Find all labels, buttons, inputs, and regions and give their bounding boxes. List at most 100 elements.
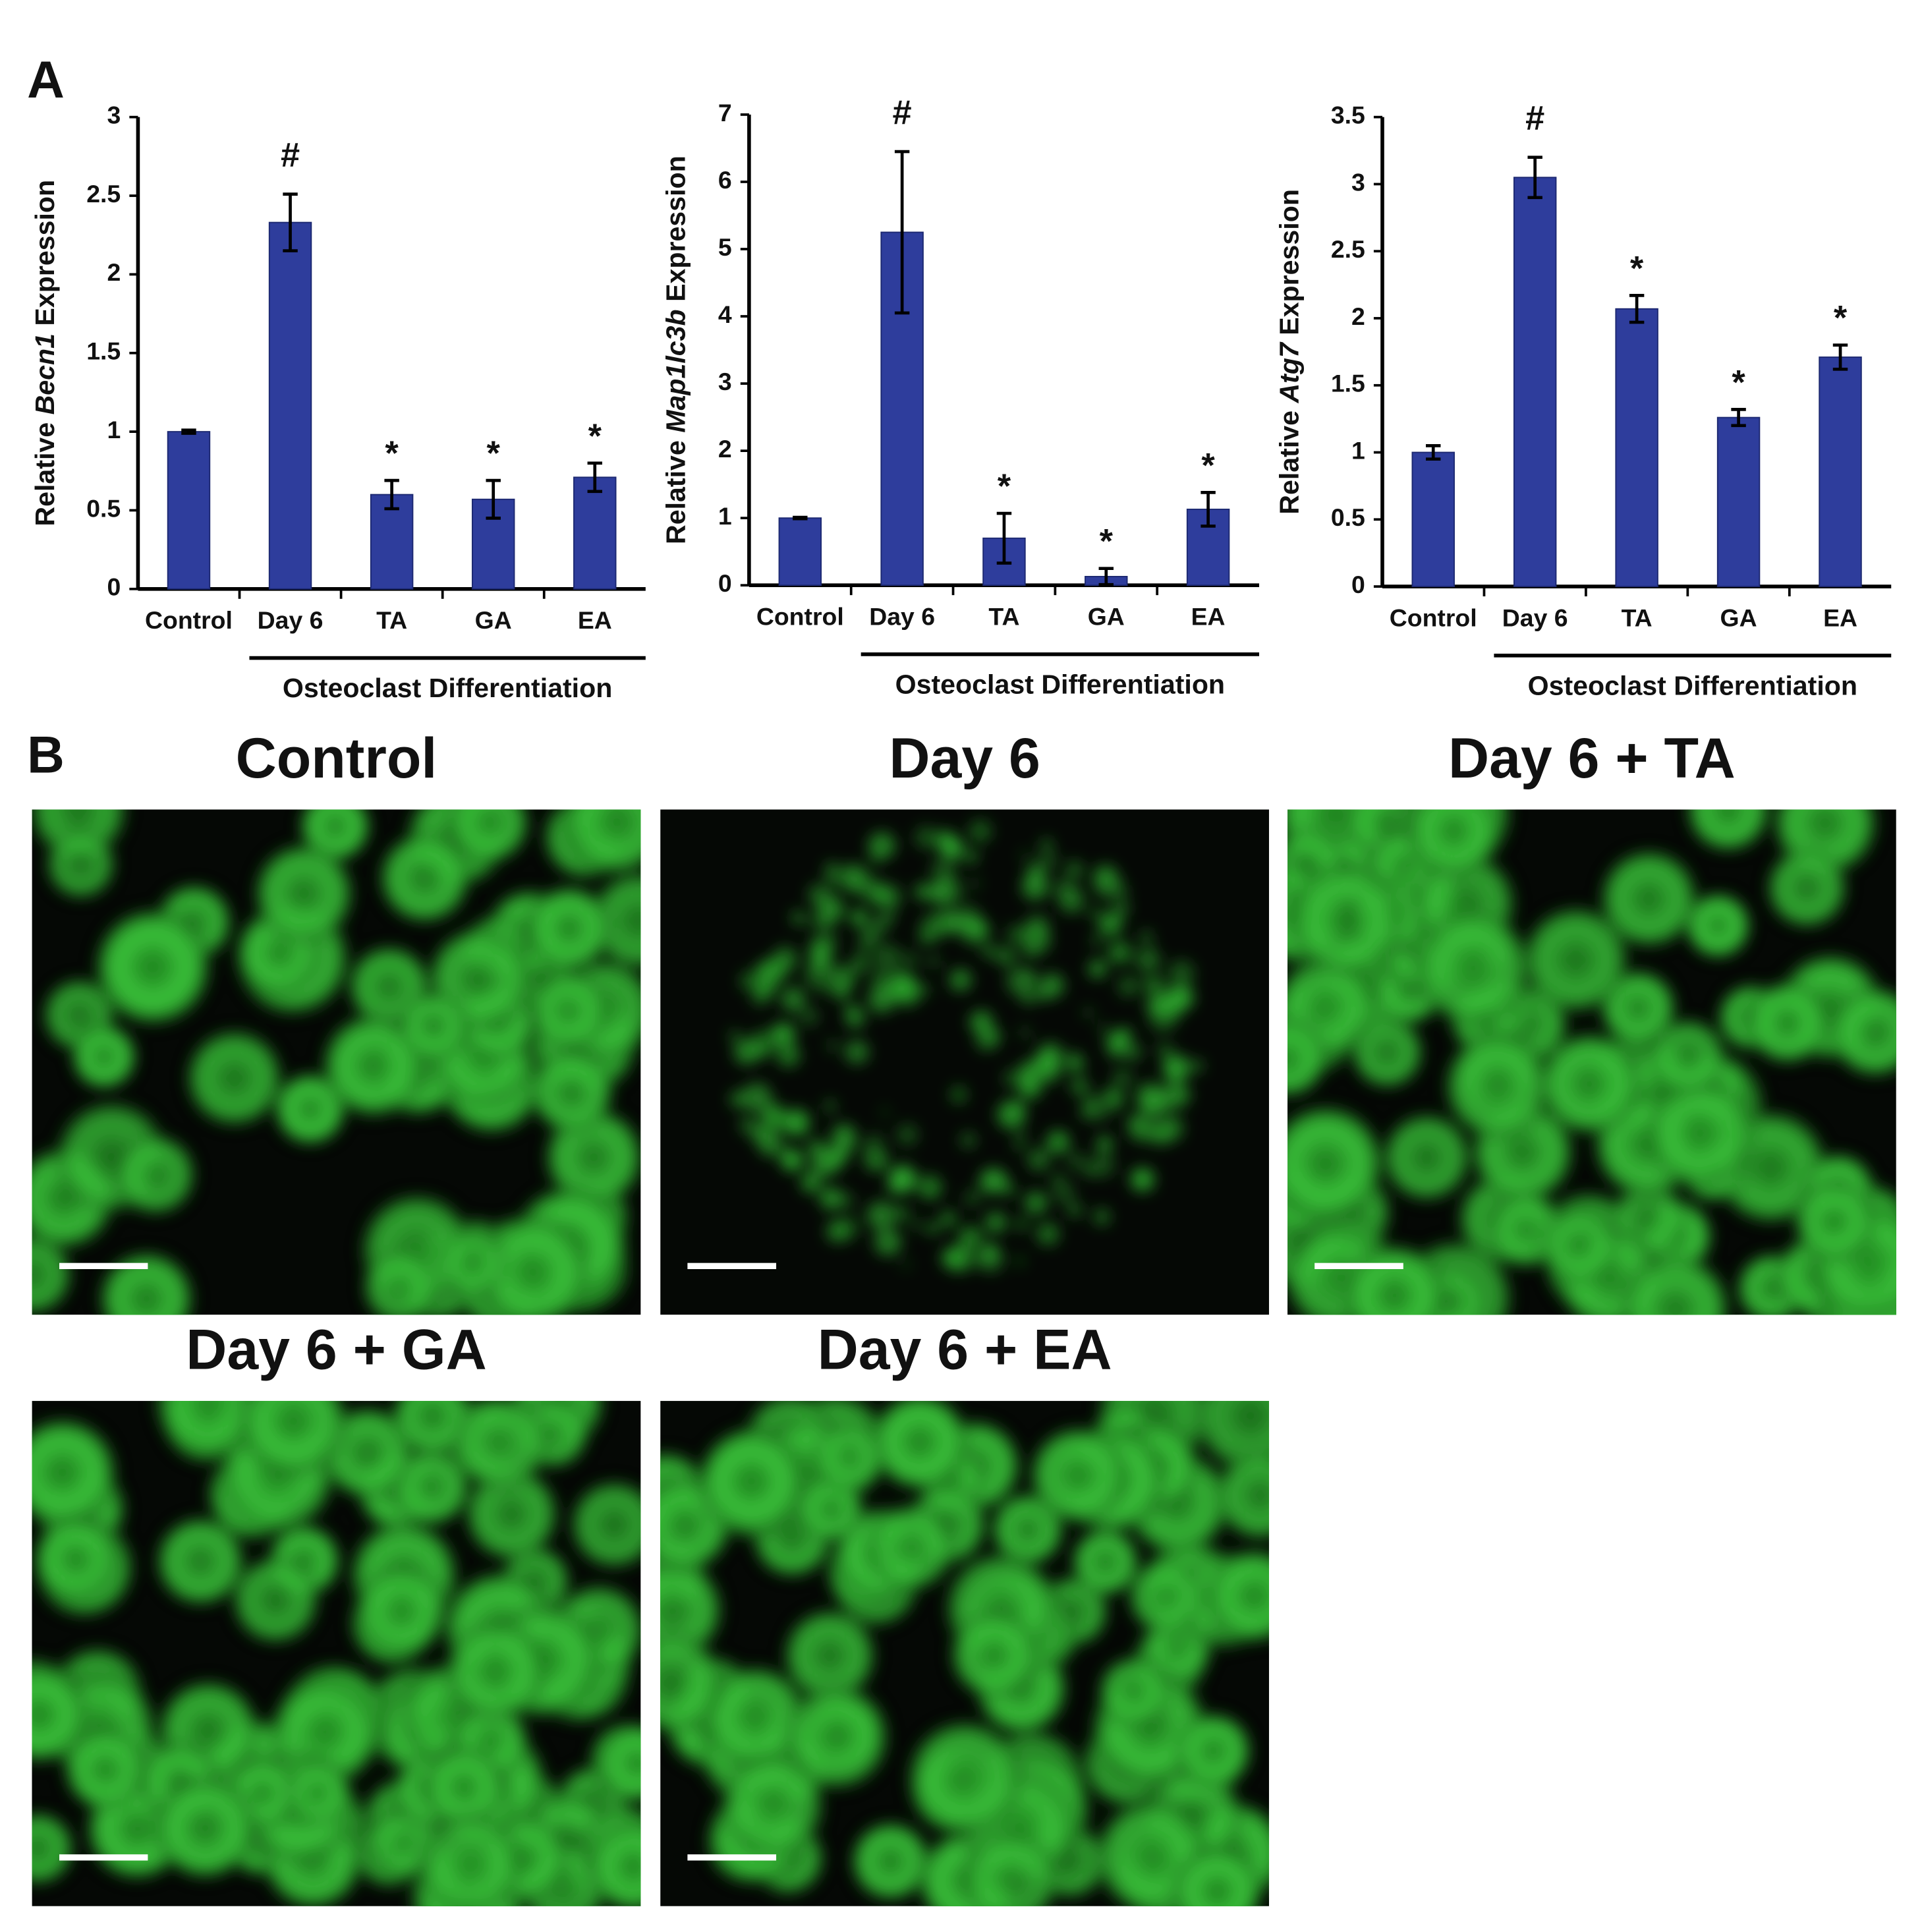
y-tick-label: 2 [1351, 302, 1365, 330]
speckle [914, 957, 922, 965]
speckle [1016, 1131, 1027, 1141]
speckle [750, 1030, 777, 1057]
significance-mark: * [487, 435, 501, 473]
cell [811, 1420, 886, 1495]
y-axis-label-part: Map1lc3b [660, 302, 691, 433]
x-tick-label: GA [475, 606, 512, 634]
cell [1618, 1251, 1733, 1315]
speckle [893, 978, 921, 1006]
cell [1412, 907, 1535, 1029]
cell [376, 830, 473, 926]
x-tick-label: Day 6 [1502, 604, 1568, 631]
cell [960, 1829, 1061, 1906]
significance-mark: * [385, 435, 399, 473]
speckle [1090, 934, 1102, 946]
y-tick-label: 7 [718, 99, 732, 127]
cell [586, 1819, 641, 1906]
y-tick-label: 2.5 [86, 180, 121, 208]
speckle [1070, 1077, 1089, 1096]
speckle [839, 864, 868, 892]
speckle [893, 1205, 910, 1222]
speckle [1094, 872, 1122, 901]
cell [1173, 1711, 1254, 1791]
cell [560, 809, 641, 878]
bar [778, 517, 822, 586]
cell [183, 1027, 286, 1129]
speckle [1123, 1042, 1142, 1062]
speckle [1162, 1054, 1191, 1082]
cell [868, 1401, 971, 1493]
bar [1411, 451, 1455, 588]
speckle [781, 1150, 803, 1172]
speckle [1053, 1182, 1075, 1204]
speckle [969, 1010, 994, 1034]
x-tick-label: EA [1191, 603, 1226, 631]
image-title: Day 6 + GA [186, 1319, 487, 1382]
speckle [888, 1168, 914, 1194]
cell [864, 1502, 957, 1594]
speckle [982, 945, 996, 958]
cell [443, 1618, 550, 1724]
speckle [820, 1187, 842, 1210]
speckle [850, 954, 870, 973]
speckle [801, 1172, 821, 1193]
speckle [1117, 975, 1139, 997]
speckle [996, 946, 1016, 967]
speckle [776, 1043, 801, 1067]
y-axis-label-part: Expression [1274, 189, 1304, 335]
cell [32, 1232, 74, 1315]
speckle [1168, 960, 1195, 987]
error-bar [181, 428, 196, 435]
error-bar [1098, 567, 1114, 586]
cell [397, 990, 470, 1064]
speckle [1015, 1256, 1025, 1266]
significance-mark: * [998, 467, 1011, 505]
error-bar [793, 515, 808, 521]
y-tick-label: 0 [718, 569, 732, 597]
speckle [1021, 992, 1035, 1005]
y-axis-label: Relative Map1lc3b Expression [660, 156, 691, 544]
significance-mark: * [1201, 447, 1215, 485]
cell [151, 1774, 259, 1882]
y-tick-label: 0 [1351, 571, 1365, 598]
cell [596, 1722, 641, 1805]
error-bar [1201, 491, 1216, 528]
speckle [940, 1210, 957, 1228]
cells [660, 1401, 1269, 1906]
speckle [1098, 912, 1123, 936]
speckle [1052, 876, 1078, 902]
cell [32, 1514, 120, 1604]
y-axis-label-part: Relative [660, 433, 691, 544]
error-bar [996, 511, 1012, 565]
cell [1349, 1013, 1426, 1091]
speckle [872, 943, 902, 973]
speckle [1067, 1203, 1083, 1217]
y-tick-label: 1 [1351, 436, 1365, 464]
cell [32, 1415, 121, 1531]
y-tick-label: 1.5 [1331, 370, 1365, 397]
cell [450, 1401, 551, 1494]
speckle [1170, 1083, 1192, 1106]
speckle [958, 1226, 983, 1250]
x-tick-label: EA [578, 606, 612, 634]
cell [421, 1745, 507, 1831]
scale-bar [59, 1854, 148, 1861]
cell [473, 1212, 592, 1315]
speckle [825, 863, 839, 877]
speckle [1003, 1069, 1023, 1088]
speckle [1084, 1008, 1092, 1017]
speckle [1009, 1098, 1026, 1116]
speckle [763, 1102, 785, 1124]
speckle [917, 1175, 942, 1200]
cell [229, 1554, 322, 1647]
cells [1287, 809, 1896, 1315]
x-tick-label: TA [988, 603, 1019, 631]
cells [32, 809, 641, 1315]
speckle [1021, 873, 1048, 900]
cell [1536, 1030, 1644, 1138]
speckle [812, 916, 824, 928]
speckle [862, 1146, 889, 1172]
cell [1683, 891, 1753, 961]
speckle [1089, 908, 1100, 919]
